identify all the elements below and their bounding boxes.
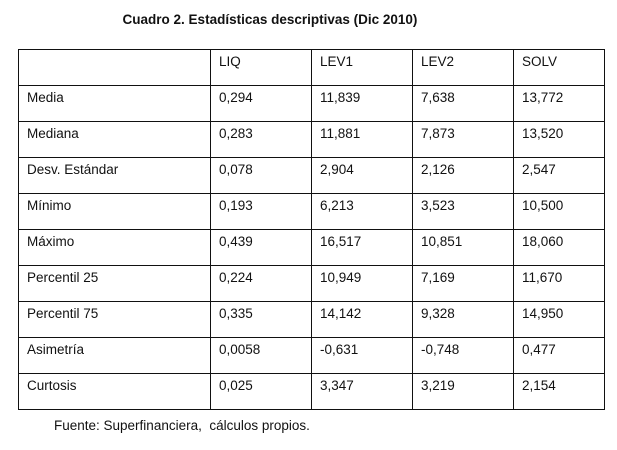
row-label: Máximo (18, 229, 211, 266)
table-cell: 14,142 (311, 301, 413, 338)
table-cell: 2,126 (412, 157, 514, 194)
table-cell: 11,670 (513, 265, 605, 302)
header-row: LIQ LEV1 LEV2 SOLV (18, 49, 605, 86)
table-cell: 10,500 (513, 193, 605, 230)
table-cell: 3,219 (412, 373, 514, 410)
row-label: Mediana (18, 121, 211, 158)
table-cell: 2,547 (513, 157, 605, 194)
row-label: Percentil 75 (18, 301, 211, 338)
descriptive-statistics-table: LIQ LEV1 LEV2 SOLV Media 0,294 11,839 7,638 13,7… (18, 49, 605, 410)
table-cell: 7,638 (412, 85, 514, 122)
table-cell: 10,851 (412, 229, 514, 266)
table-cell: 3,523 (412, 193, 514, 230)
row-label: Curtosis (18, 373, 211, 410)
table-row: Percentil 25 0,224 10,949 7,169 11,670 (18, 265, 605, 302)
table-cell: 0,025 (210, 373, 312, 410)
table-cell: 0,294 (210, 85, 312, 122)
table-cell: 13,520 (513, 121, 605, 158)
table-cell: 0,078 (210, 157, 312, 194)
row-label: Media (18, 85, 211, 122)
table-cell: -0,631 (311, 337, 413, 374)
table-row: Curtosis 0,025 3,347 3,219 2,154 (18, 373, 605, 410)
row-label: Desv. Estándar (18, 157, 211, 194)
table-cell: 18,060 (513, 229, 605, 266)
table-cell: 16,517 (311, 229, 413, 266)
row-label: Asimetría (18, 337, 211, 374)
table-cell: 11,881 (311, 121, 413, 158)
table-row: Media 0,294 11,839 7,638 13,772 (18, 85, 605, 122)
table-cell: 0,477 (513, 337, 605, 374)
table-cell: 6,213 (311, 193, 413, 230)
table-row: Mínimo 0,193 6,213 3,523 10,500 (18, 193, 605, 230)
table-cell: 0,335 (210, 301, 312, 338)
table-row: Percentil 75 0,335 14,142 9,328 14,950 (18, 301, 605, 338)
column-header (18, 49, 211, 86)
table-cell: 10,949 (311, 265, 413, 302)
table-row: Mediana 0,283 11,881 7,873 13,520 (18, 121, 605, 158)
table-cell: 2,904 (311, 157, 413, 194)
table-row: Asimetría 0,0058 -0,631 -0,748 0,477 (18, 337, 605, 374)
table-cell: 7,169 (412, 265, 514, 302)
table-cell: 0,224 (210, 265, 312, 302)
column-header: SOLV (513, 49, 605, 86)
column-header: LEV1 (311, 49, 413, 86)
table-cell: 0,283 (210, 121, 312, 158)
table-row: Máximo 0,439 16,517 10,851 18,060 (18, 229, 605, 266)
table-cell: 0,439 (210, 229, 312, 266)
table-cell: 7,873 (412, 121, 514, 158)
table-cell: 0,0058 (210, 337, 312, 374)
row-label: Mínimo (18, 193, 211, 230)
table-row: Desv. Estándar 0,078 2,904 2,126 2,547 (18, 157, 605, 194)
column-header: LIQ (210, 49, 312, 86)
column-header: LEV2 (412, 49, 514, 86)
table-cell: -0,748 (412, 337, 514, 374)
table-cell: 0,193 (210, 193, 312, 230)
source-note: Fuente: Superfinanciera, cálculos propio… (54, 418, 310, 433)
table-cell: 13,772 (513, 85, 605, 122)
table-cell: 3,347 (311, 373, 413, 410)
table-cell: 14,950 (513, 301, 605, 338)
table-cell: 2,154 (513, 373, 605, 410)
row-label: Percentil 25 (18, 265, 211, 302)
table-title: Cuadro 2. Estadísticas descriptivas (Dic… (122, 12, 418, 27)
table-cell: 11,839 (311, 85, 413, 122)
table-cell: 9,328 (412, 301, 514, 338)
